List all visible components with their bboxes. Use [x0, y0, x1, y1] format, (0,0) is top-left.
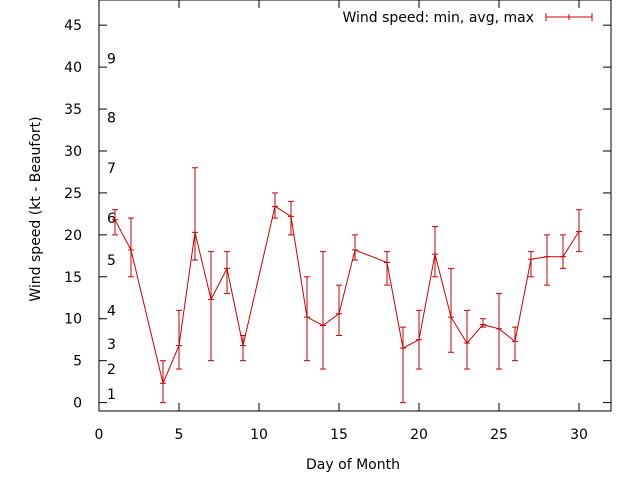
beaufort-label: 8 [107, 110, 116, 126]
series-wind-speed [112, 167, 582, 404]
legend-label: Wind speed: min, avg, max [342, 10, 534, 26]
beaufort-labels: 1 2 3 4 5 6 7 8 9 [107, 52, 116, 404]
x-tick-label: 10 [250, 427, 268, 443]
beaufort-label: 1 [107, 387, 116, 403]
beaufort-label: 4 [107, 303, 116, 319]
beaufort-label: 6 [107, 211, 116, 227]
beaufort-label: 3 [107, 337, 116, 353]
beaufort-label: 9 [107, 52, 116, 68]
x-tick-label: 0 [95, 427, 104, 443]
y-tick-label: 20 [64, 228, 82, 244]
legend: Wind speed: min, avg, max [342, 10, 593, 26]
y-tick-label: 15 [64, 270, 82, 286]
x-tick-label: 15 [330, 427, 348, 443]
x-axis: 0 5 10 15 20 25 30 [95, 0, 588, 443]
x-axis-label: Day of Month [306, 457, 400, 473]
plot-frame [98, 0, 612, 412]
beaufort-label: 5 [107, 253, 116, 269]
series-line [114, 205, 580, 385]
y-axis-label: Wind speed (kt - Beaufort) [28, 116, 44, 301]
y-tick-label: 10 [64, 312, 82, 328]
y-tick-label: 0 [73, 396, 82, 412]
beaufort-label: 7 [107, 161, 116, 177]
x-tick-label: 20 [410, 427, 428, 443]
y-tick-label: 25 [64, 186, 82, 202]
y-tick-label: 45 [64, 18, 82, 34]
x-tick-label: 25 [490, 427, 508, 443]
y-tick-label: 30 [64, 144, 82, 160]
y-tick-label: 35 [64, 102, 82, 118]
y-tick-label: 40 [64, 60, 82, 76]
y-tick-label: 5 [73, 354, 82, 370]
x-tick-label: 30 [570, 427, 588, 443]
x-tick-label: 5 [175, 427, 184, 443]
beaufort-label: 2 [107, 362, 116, 378]
